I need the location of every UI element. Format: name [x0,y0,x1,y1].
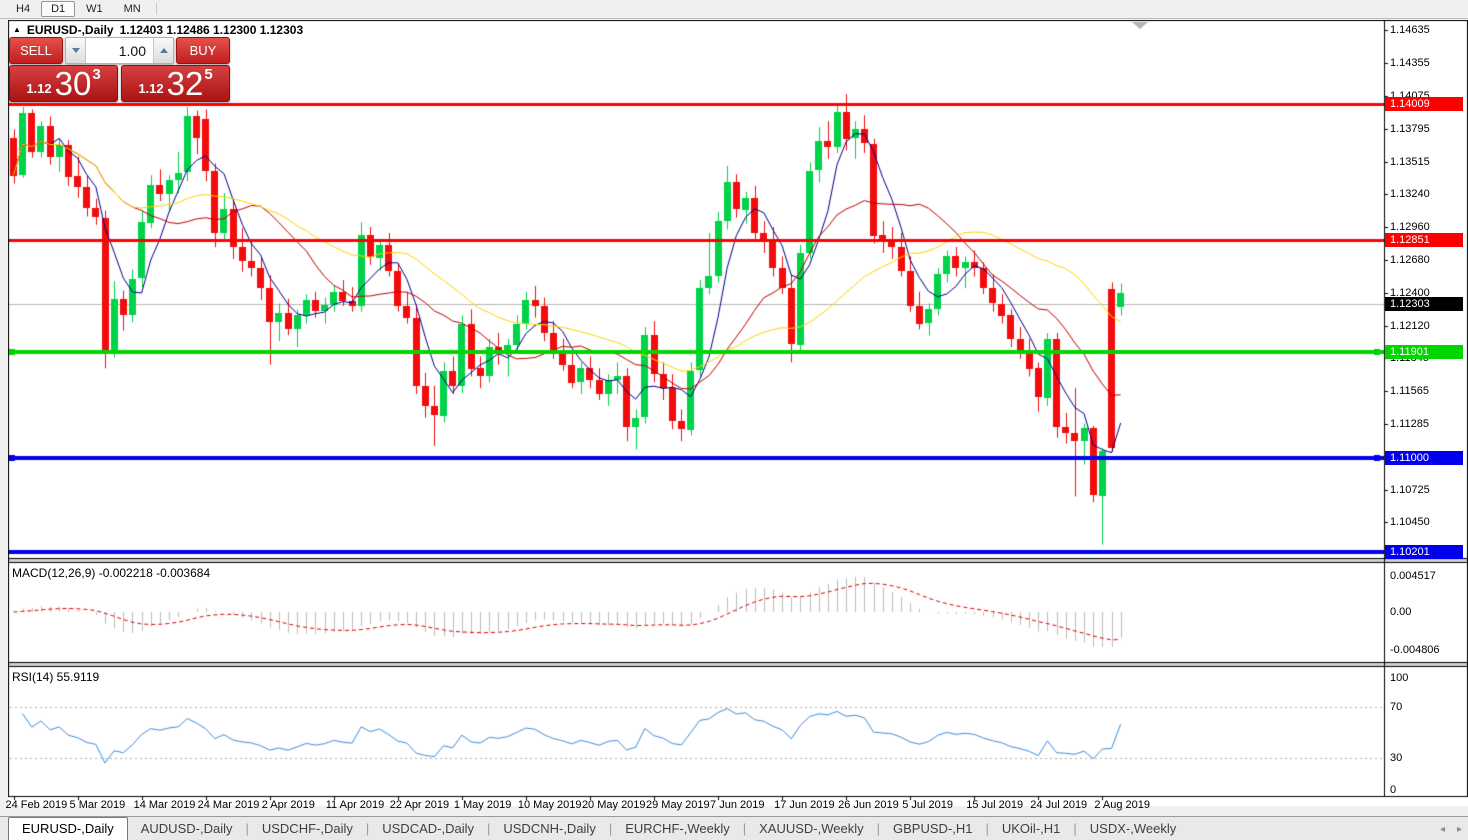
sell-price-big: 30 [54,65,92,102]
volume-value[interactable]: 1.00 [118,42,146,59]
tab-usdcnh-daily[interactable]: USDCNH-,Daily [503,821,596,836]
price-axis-tick: 1.12960 [1390,221,1430,234]
date-axis-label: 2 Aug 2019 [1094,799,1151,811]
rsi-axis-tick: 100 [1390,672,1409,684]
price-level-tag: 1.14009 [1385,96,1463,111]
date-axis-label: 15 Jul 2019 [966,799,1024,811]
sell-price-pip: 3 [92,66,101,83]
price-chart-canvas[interactable] [8,20,1468,806]
date-axis-label: 14 Mar 2019 [133,799,196,811]
tab-gbpusd-h1[interactable]: GBPUSD-,H1 [893,821,973,836]
macd-axis-tick: 0.004517 [1390,570,1436,582]
sell-price-tile[interactable]: 1.12 30 3 [9,65,118,102]
price-level-tag: 1.11000 [1385,450,1463,465]
date-axis-label: 2 Apr 2019 [261,799,315,811]
price-axis-tick: 1.10450 [1390,516,1430,529]
price-level-tag: 1.12851 [1385,232,1463,247]
tab-separator: | [742,821,747,836]
date-axis-label: 24 Jul 2019 [1030,799,1088,811]
price-axis-tick: 1.14355 [1390,56,1430,69]
volume-increase-button[interactable] [153,38,173,63]
tab-separator: | [608,821,613,836]
toolbar-separator [155,3,157,15]
date-axis-label: 20 May 2019 [581,799,646,811]
price-axis-tick: 1.14635 [1390,24,1430,36]
tab-usdcad-daily[interactable]: USDCAD-,Daily [382,821,474,836]
chart-symbol-header: ▲ EURUSD-,Daily 1.12403 1.12486 1.12300 … [13,23,303,37]
one-click-trading-panel: SELL 1.00 BUY 1.12 30 3 1.12 32 5 [9,37,230,102]
date-axis-label: 5 Mar 2019 [69,799,126,811]
rsi-indicator-label: RSI(14) 55.9119 [12,670,100,684]
date-axis-label: 29 May 2019 [646,799,710,811]
timeframe-toolbar: H4 D1 W1 MN [0,0,1468,19]
sell-price-prefix: 1.12 [26,81,52,96]
macd-axis-tick: 0.00 [1390,606,1412,618]
tab-usdchf-daily[interactable]: USDCHF-,Daily [261,821,353,836]
price-axis-tick: 1.12120 [1390,319,1430,332]
price-level-tag: 1.10201 [1385,544,1463,559]
price-axis-tick: 1.10725 [1390,484,1430,496]
price-axis-tick: 1.13240 [1390,188,1430,201]
rsi-axis-tick: 0 [1390,784,1397,796]
timeframe-button-h4[interactable]: H4 [16,3,31,15]
symbol-period-label: EURUSD-,Daily [26,23,114,37]
buy-price-tile[interactable]: 1.12 32 5 [121,65,230,102]
sell-button[interactable]: SELL [9,37,63,64]
tab-separator: | [876,821,881,836]
date-axis-label: 26 Jun 2019 [838,799,899,811]
arrow-down-icon [71,48,80,53]
current-price-tag: 1.12303 [1385,297,1463,312]
symbol-tabbar: EURUSD-,Daily AUDUSD-,Daily | USDCHF-,Daily… [0,816,1468,840]
buy-price-big: 32 [166,65,204,102]
ohlc-values: 1.12403 1.12486 1.12300 1.12303 [119,23,304,37]
price-axis-tick: 1.11285 [1390,418,1429,431]
date-axis-label: 11 Apr 2019 [325,799,385,811]
tab-audusd-daily[interactable]: AUDUSD-,Daily [140,821,233,836]
date-axis-label: 22 Apr 2019 [389,799,450,811]
buy-button[interactable]: BUY [176,37,230,64]
date-axis-label: 17 Jun 2019 [774,799,835,811]
rsi-axis-tick: 30 [1390,752,1403,764]
tab-separator: | [985,821,989,836]
arrow-up-icon [159,48,168,53]
date-axis-label: 5 Jul 2019 [902,799,953,811]
tab-eurusd-daily[interactable]: EURUSD-,Daily [8,817,128,840]
price-level-tag: 1.11901 [1385,344,1463,359]
date-axis-label: 10 May 2019 [517,799,582,811]
rsi-axis-tick: 70 [1390,701,1403,713]
tab-eurchf-weekly[interactable]: EURCHF-,Weekly [625,821,730,836]
buy-price-pip: 5 [204,66,213,83]
buy-price-prefix: 1.12 [138,81,164,96]
tab-separator: | [245,821,249,836]
timeframe-button-mn[interactable]: MN [123,3,141,15]
tab-separator: | [486,821,491,836]
timeframe-button-w1[interactable]: W1 [86,3,103,15]
price-axis-tick: 1.12680 [1390,254,1430,266]
date-axis-label: 24 Feb 2019 [5,799,68,811]
tab-usdx-weekly[interactable]: USDX-,Weekly [1089,821,1177,836]
price-axis-tick: 1.13515 [1390,155,1430,168]
price-axis-tick: 1.11565 [1390,385,1429,398]
macd-indicator-label: MACD(12,26,9) -0.002218 -0.003684 [12,566,211,580]
tab-separator: | [365,821,370,836]
tab-scroll-right-icon[interactable]: ▸ [1456,824,1462,835]
date-axis-label: 7 Jun 2019 [710,799,765,811]
tab-ukoil-h1[interactable]: UKOil-,H1 [1001,821,1061,836]
timeframe-button-d1[interactable]: D1 [41,1,76,17]
volume-decrease-button[interactable] [66,38,86,63]
tab-separator: | [1073,821,1077,836]
date-axis-label: 1 May 2019 [453,799,512,811]
price-axis-tick: 1.12400 [1390,286,1430,299]
tab-scroll-left-icon[interactable]: ◂ [1439,824,1445,835]
date-axis-label: 24 Mar 2019 [197,799,260,811]
volume-stepper: 1.00 [65,37,174,64]
macd-axis-tick: -0.004806 [1390,644,1440,656]
price-axis-tick: 1.13795 [1390,122,1430,135]
collapse-panel-icon[interactable]: ▲ [13,24,21,34]
tab-xauusd-weekly[interactable]: XAUUSD-,Weekly [759,821,864,836]
